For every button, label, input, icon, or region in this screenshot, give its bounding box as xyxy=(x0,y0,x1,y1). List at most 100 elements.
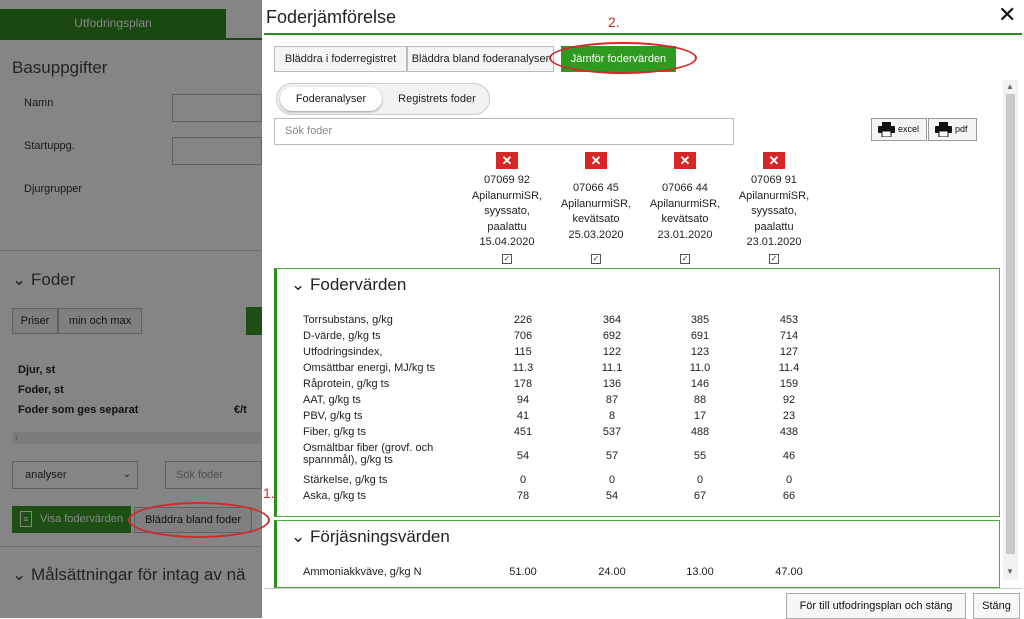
row-label: D-värde, g/kg ts xyxy=(303,330,381,342)
value-cell: 8 xyxy=(608,410,616,422)
value-cell: 87 xyxy=(605,394,619,406)
vertical-scrollbar[interactable]: ▲ ▼ xyxy=(1003,80,1018,580)
section-title: Fodervärden xyxy=(309,275,407,294)
animal-groups-label: Djurgrupper xyxy=(24,183,83,195)
value-cell: 17 xyxy=(693,410,707,422)
section-header[interactable]: ⌄ Fodervärden xyxy=(291,275,406,295)
feed-checkbox[interactable]: ✓ xyxy=(680,254,690,264)
horizontal-scrollbar[interactable]: ‹ xyxy=(12,432,262,444)
tab-browse-analyses[interactable]: Bläddra bland foderanalyser xyxy=(407,46,554,72)
animals-label: Djur, st xyxy=(18,364,56,376)
divider xyxy=(0,250,262,251)
chevron-down-icon: ⌄ xyxy=(12,270,27,289)
tab-browse-registry[interactable]: Bläddra i foderregistret xyxy=(274,46,407,72)
toggle-feed-analyses[interactable]: Foderanalyser xyxy=(280,87,382,111)
value-cell: 78 xyxy=(516,490,530,502)
row-label: Aska, g/kg ts xyxy=(303,490,366,502)
tab-utfodringsplan[interactable]: Utfodringsplan xyxy=(0,9,226,38)
name-label: Namn xyxy=(24,97,54,109)
feed-line: ApilanurmiSR, xyxy=(560,197,632,210)
chevron-left-icon[interactable]: ‹ xyxy=(15,432,18,442)
start-label: Startuppg. xyxy=(24,140,75,152)
value-cell: 51.00 xyxy=(509,566,537,578)
divider xyxy=(0,546,262,547)
modal-title: Foderjämförelse xyxy=(266,7,397,27)
value-cell: 92 xyxy=(782,394,796,406)
feed-column: ✕ 07069 91 ApilanurmiSR, syyssato, paala… xyxy=(733,152,815,264)
section-goals-title[interactable]: ⌄ Målsättningar för intag av nä xyxy=(12,565,262,585)
value-cell: 55 xyxy=(693,450,707,462)
feed-line: 25.03.2020 xyxy=(568,228,624,241)
green-button-partial[interactable] xyxy=(246,307,262,335)
start-input[interactable] xyxy=(172,137,262,165)
remove-feed-icon[interactable]: ✕ xyxy=(674,152,696,169)
value-cell: 438 xyxy=(779,426,799,438)
value-cell: 0 xyxy=(785,474,793,486)
feed-line: paalattu xyxy=(487,220,527,233)
feed-values-section: ⌄ Fodervärden Torrsubstans, g/kg 226 364 38… xyxy=(274,268,1000,517)
show-values-button[interactable]: ≡ Visa fodervärden xyxy=(12,506,131,533)
feed-search-input[interactable]: Sök foder xyxy=(274,118,734,145)
bg-search-input[interactable]: Sök foder xyxy=(165,461,262,489)
feed-line: kevätsato xyxy=(572,213,620,225)
compare-modal: Foderjämförelse ✕ 2. Bläddra i foderregi… xyxy=(262,0,1024,619)
minmax-button[interactable]: min och max xyxy=(58,308,142,334)
row-label: PBV, g/kg ts xyxy=(303,410,363,422)
value-cell: 0 xyxy=(608,474,616,486)
excel-export-button[interactable]: excel xyxy=(871,118,927,141)
value-cell: 13.00 xyxy=(686,566,714,578)
annotation-ellipse-1 xyxy=(128,502,270,538)
value-cell: 451 xyxy=(513,426,533,438)
pdf-export-button[interactable]: pdf xyxy=(928,118,977,141)
value-cell: 11.0 xyxy=(689,362,711,374)
value-cell: 159 xyxy=(779,378,799,390)
chevron-down-icon: ⌄ xyxy=(12,565,27,584)
feed-checkbox[interactable]: ✓ xyxy=(502,253,512,264)
value-cell: 127 xyxy=(779,346,799,358)
value-cell: 115 xyxy=(514,346,532,358)
analysis-select[interactable]: analyser ⌄ xyxy=(12,461,138,489)
feed-checkbox[interactable]: ✓ xyxy=(591,254,601,264)
toggle-registry-feeds[interactable]: Registrets foder xyxy=(398,93,476,105)
chevron-down-icon: ⌄ xyxy=(291,275,306,294)
feed-column: ✕ 07069 92 ApilanurmiSR, syyssato, paala… xyxy=(466,152,548,264)
value-cell: 41 xyxy=(516,410,530,422)
feed-checkbox[interactable]: ✓ xyxy=(769,253,779,264)
value-cell: 706 xyxy=(513,330,533,342)
value-cell: 123 xyxy=(690,346,710,358)
go-to-plan-button[interactable]: För till utfodringsplan och stäng xyxy=(786,593,966,619)
row-label: Torrsubstans, g/kg xyxy=(303,314,393,326)
value-cell: 54 xyxy=(516,450,530,462)
feed-column: ✕ 07066 45 ApilanurmiSR, kevätsato 25.03… xyxy=(555,152,637,264)
remove-feed-icon[interactable]: ✕ xyxy=(496,152,518,169)
feed-line: syyssato, xyxy=(751,205,797,217)
close-button[interactable]: Stäng xyxy=(973,593,1020,619)
value-cell: 122 xyxy=(602,346,622,358)
tab-underline xyxy=(0,38,262,40)
scroll-up-icon[interactable]: ▲ xyxy=(1006,82,1014,91)
scroll-down-icon[interactable]: ▼ xyxy=(1006,567,1014,576)
value-cell: 226 xyxy=(513,314,533,326)
row-label: Stärkelse, g/kg ts xyxy=(303,474,388,486)
name-input[interactable] xyxy=(172,94,262,122)
scroll-thumb[interactable] xyxy=(1006,94,1015,554)
unit-label: €/t xyxy=(234,404,247,416)
remove-feed-icon[interactable]: ✕ xyxy=(763,152,785,169)
value-cell: 178 xyxy=(513,378,533,390)
section-basic-title: Basuppgifter xyxy=(12,58,108,77)
document-icon: ≡ xyxy=(20,511,32,527)
row-label: Ammoniakkväve, g/kg N xyxy=(303,566,422,578)
remove-feed-icon[interactable]: ✕ xyxy=(585,152,607,169)
section-header[interactable]: ⌄ Förjäsningsvärden xyxy=(291,527,450,547)
section-feed-title[interactable]: ⌄ Foder xyxy=(12,270,75,290)
prices-button[interactable]: Priser xyxy=(12,308,58,334)
row-label: Råprotein, g/kg ts xyxy=(303,378,390,390)
printer-icon xyxy=(935,122,952,137)
value-cell: 453 xyxy=(779,314,799,326)
value-cell: 0 xyxy=(696,474,704,486)
section-feed-label: Foder xyxy=(30,270,76,289)
close-icon[interactable]: ✕ xyxy=(998,2,1017,27)
fermentation-section: ⌄ Förjäsningsvärden Ammoniakkväve, g/kg … xyxy=(274,520,1000,588)
chevron-down-icon: ⌄ xyxy=(122,469,131,480)
value-cell: 0 xyxy=(519,474,527,486)
